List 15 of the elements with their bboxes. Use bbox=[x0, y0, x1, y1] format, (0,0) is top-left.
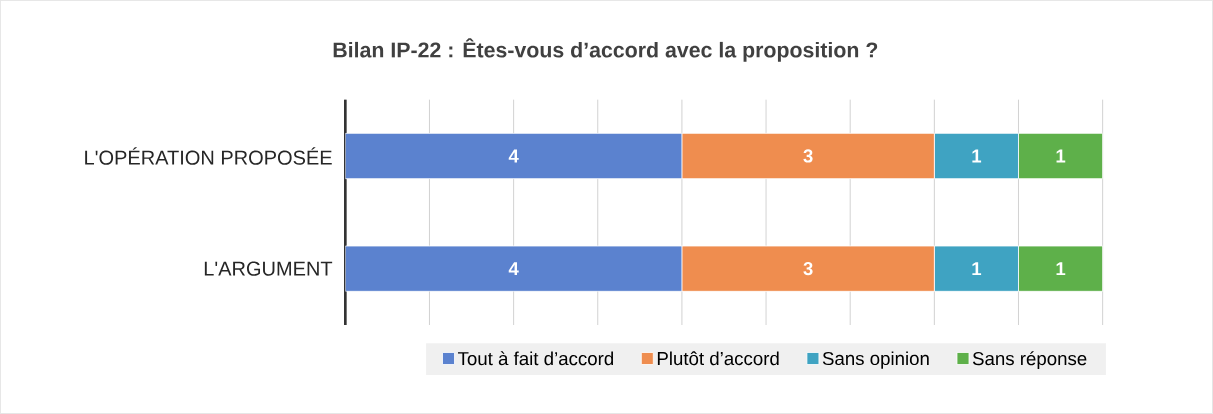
data-label: 1 bbox=[1056, 262, 1066, 276]
legend-label: Tout à fait d’accord bbox=[457, 351, 614, 366]
data-label: 1 bbox=[972, 149, 982, 163]
legend-label: Sans réponse bbox=[972, 351, 1087, 369]
data-label: 1 bbox=[972, 262, 982, 276]
data-label: 4 bbox=[508, 262, 519, 276]
data-label: 3 bbox=[803, 149, 813, 163]
chart-title: Bilan IP-22 : Êtes-vous d’accord avec la proposition ? bbox=[333, 38, 878, 62]
y-tick-label: L'ARGUMENT bbox=[204, 261, 333, 276]
legend-label: Sans opinion bbox=[822, 351, 929, 369]
data-label: 1 bbox=[1056, 149, 1066, 163]
y-tick-label: L'OPÉRATION PROPOSÉE bbox=[85, 147, 332, 165]
legend-label: Plutôt d’accord bbox=[657, 351, 779, 366]
data-label: 4 bbox=[508, 149, 519, 163]
data-label: 3 bbox=[803, 262, 813, 276]
